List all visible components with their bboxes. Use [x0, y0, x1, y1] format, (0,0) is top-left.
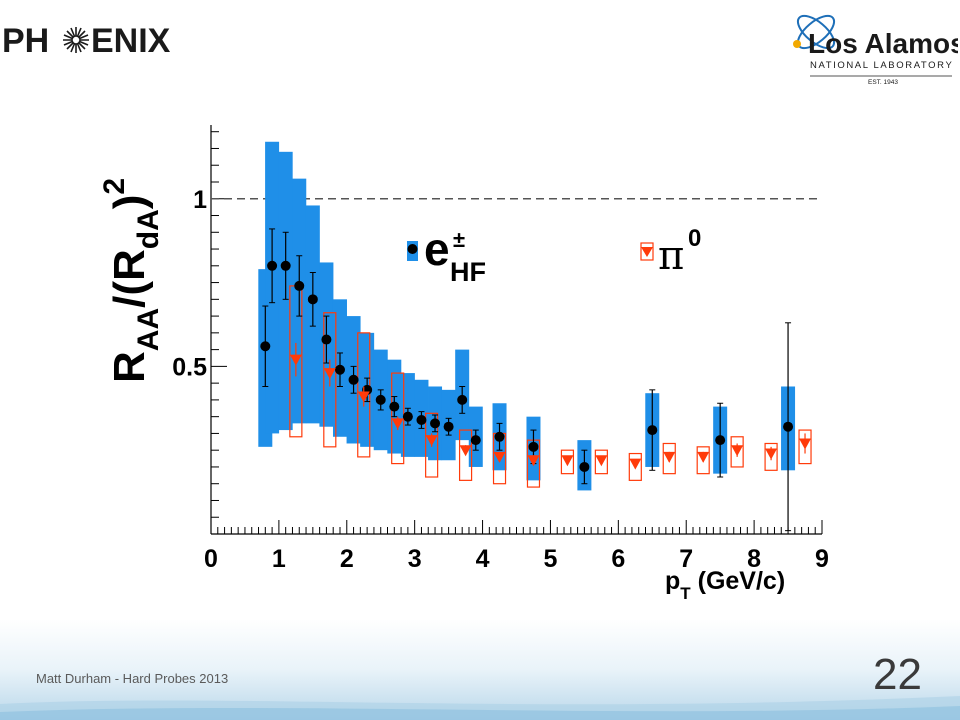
- phenix-star-icon: [63, 27, 89, 53]
- pi0-syst-box: [425, 412, 439, 478]
- legend-pi0-point: [641, 247, 653, 257]
- ehf-point: [783, 421, 794, 432]
- ehf-point: [267, 260, 278, 271]
- pi0-syst-box: [696, 446, 710, 475]
- pi0-syst-box: [357, 332, 371, 458]
- pi0-syst-box: [594, 449, 608, 475]
- ehf-point: [389, 401, 400, 412]
- ehf-point: [294, 280, 305, 291]
- pi0-syst-box: [730, 436, 744, 468]
- x-tick-label: 9: [815, 545, 829, 573]
- plot-panel: 0 1 2 3 4 5 6 7 8 9 0.5 1 e ± HF π 0 RAA/(RdA)2 pT (GeV/c): [100, 103, 858, 616]
- pi0-point: [425, 435, 438, 447]
- pi0-point: [493, 451, 506, 463]
- pi0-point: [799, 438, 812, 450]
- ehf-point: [321, 334, 332, 345]
- footer-text: Matt Durham - Hard Probes 2013: [36, 671, 229, 686]
- legend-ehf-sup: ±: [453, 227, 465, 252]
- pi0-point: [663, 451, 676, 463]
- pi0-point: [629, 458, 642, 470]
- ehf-point: [647, 425, 658, 436]
- pi0-syst-box: [560, 449, 575, 475]
- phenix-logo-text-end: ENIX: [91, 22, 171, 60]
- x-tick-label: 5: [543, 545, 557, 573]
- legend-ehf-sub: HF: [450, 257, 486, 287]
- lanl-subtitle: NATIONAL LABORATORY: [810, 60, 953, 71]
- ehf-point: [715, 435, 726, 446]
- pi0-syst-box: [458, 429, 473, 481]
- x-tick-label: 6: [611, 545, 625, 573]
- ehf-point: [470, 435, 481, 446]
- ehf-point: [402, 411, 413, 422]
- slide-header: PH ENIX Los Alamos NATIONAL LABORATORY: [0, 0, 960, 100]
- lanl-est: EST. 1943: [868, 79, 898, 86]
- pi0-point: [289, 354, 302, 366]
- ehf-point: [260, 341, 271, 352]
- x-tick-label: 3: [408, 545, 422, 573]
- legend-pi0-label: π: [658, 233, 684, 279]
- y-tick-label: 1: [193, 186, 207, 214]
- pi0-syst-box: [764, 442, 778, 471]
- legend-ehf-point: [407, 244, 418, 254]
- y-axis-title: RAA/(RdA)2: [100, 178, 165, 383]
- y-axis-title-text: RAA/(RdA)2: [100, 178, 165, 383]
- legend-pi0-box: [640, 242, 654, 261]
- pi0-point: [391, 418, 404, 430]
- ehf-point: [334, 364, 345, 375]
- x-tick-label: 1: [272, 545, 286, 573]
- pi0-point: [323, 368, 336, 380]
- legend-ehf-label: e: [424, 223, 450, 275]
- pi0-syst-box: [628, 452, 642, 481]
- pi0-syst-box: [662, 442, 676, 475]
- x-axis-title: pT (GeV/c): [665, 567, 785, 603]
- x-tick-label: 4: [476, 545, 490, 573]
- ehf-point: [443, 421, 454, 432]
- ehf-point: [528, 441, 539, 452]
- pi0-point: [595, 455, 608, 467]
- los-alamos-swirl-icon: [793, 14, 836, 50]
- x-tick-label: 7: [679, 545, 693, 573]
- phenix-logo-text: PH: [2, 22, 49, 60]
- pi0-point: [731, 445, 744, 457]
- pi0-point: [459, 445, 472, 457]
- x-tick-label: 8: [747, 545, 761, 573]
- bottom-swoosh: [0, 696, 960, 720]
- ehf-point: [375, 394, 386, 405]
- pi0-point: [561, 455, 574, 467]
- pi0-syst-box: [798, 429, 812, 465]
- phenix-logo: PH ENIX: [2, 22, 171, 60]
- legend-pi0-sup: 0: [688, 225, 701, 252]
- x-tick-label: 0: [204, 545, 218, 573]
- pi0-syst-box: [323, 312, 337, 448]
- pi0-point: [527, 455, 540, 467]
- pi0-point: [357, 391, 370, 403]
- ehf-point: [416, 415, 427, 426]
- y-tick-label: 0.5: [172, 353, 207, 381]
- pi0-point: [697, 451, 710, 463]
- los-alamos-logo: Los Alamos NATIONAL LABORATORY EST. 1943: [793, 14, 958, 86]
- x-tick-label: 2: [340, 545, 354, 573]
- ehf-point: [307, 294, 318, 305]
- ehf-point: [494, 431, 505, 442]
- ehf-point: [457, 394, 468, 405]
- legend-ehf: e ± HF: [407, 223, 486, 287]
- ehf-point: [348, 374, 359, 385]
- ehf-point: [579, 461, 590, 472]
- lanl-name: Los Alamos: [808, 28, 958, 59]
- pi0-point: [765, 448, 778, 460]
- page-number: 22: [873, 650, 922, 699]
- ehf-point: [430, 418, 441, 429]
- ehf-point: [280, 260, 291, 271]
